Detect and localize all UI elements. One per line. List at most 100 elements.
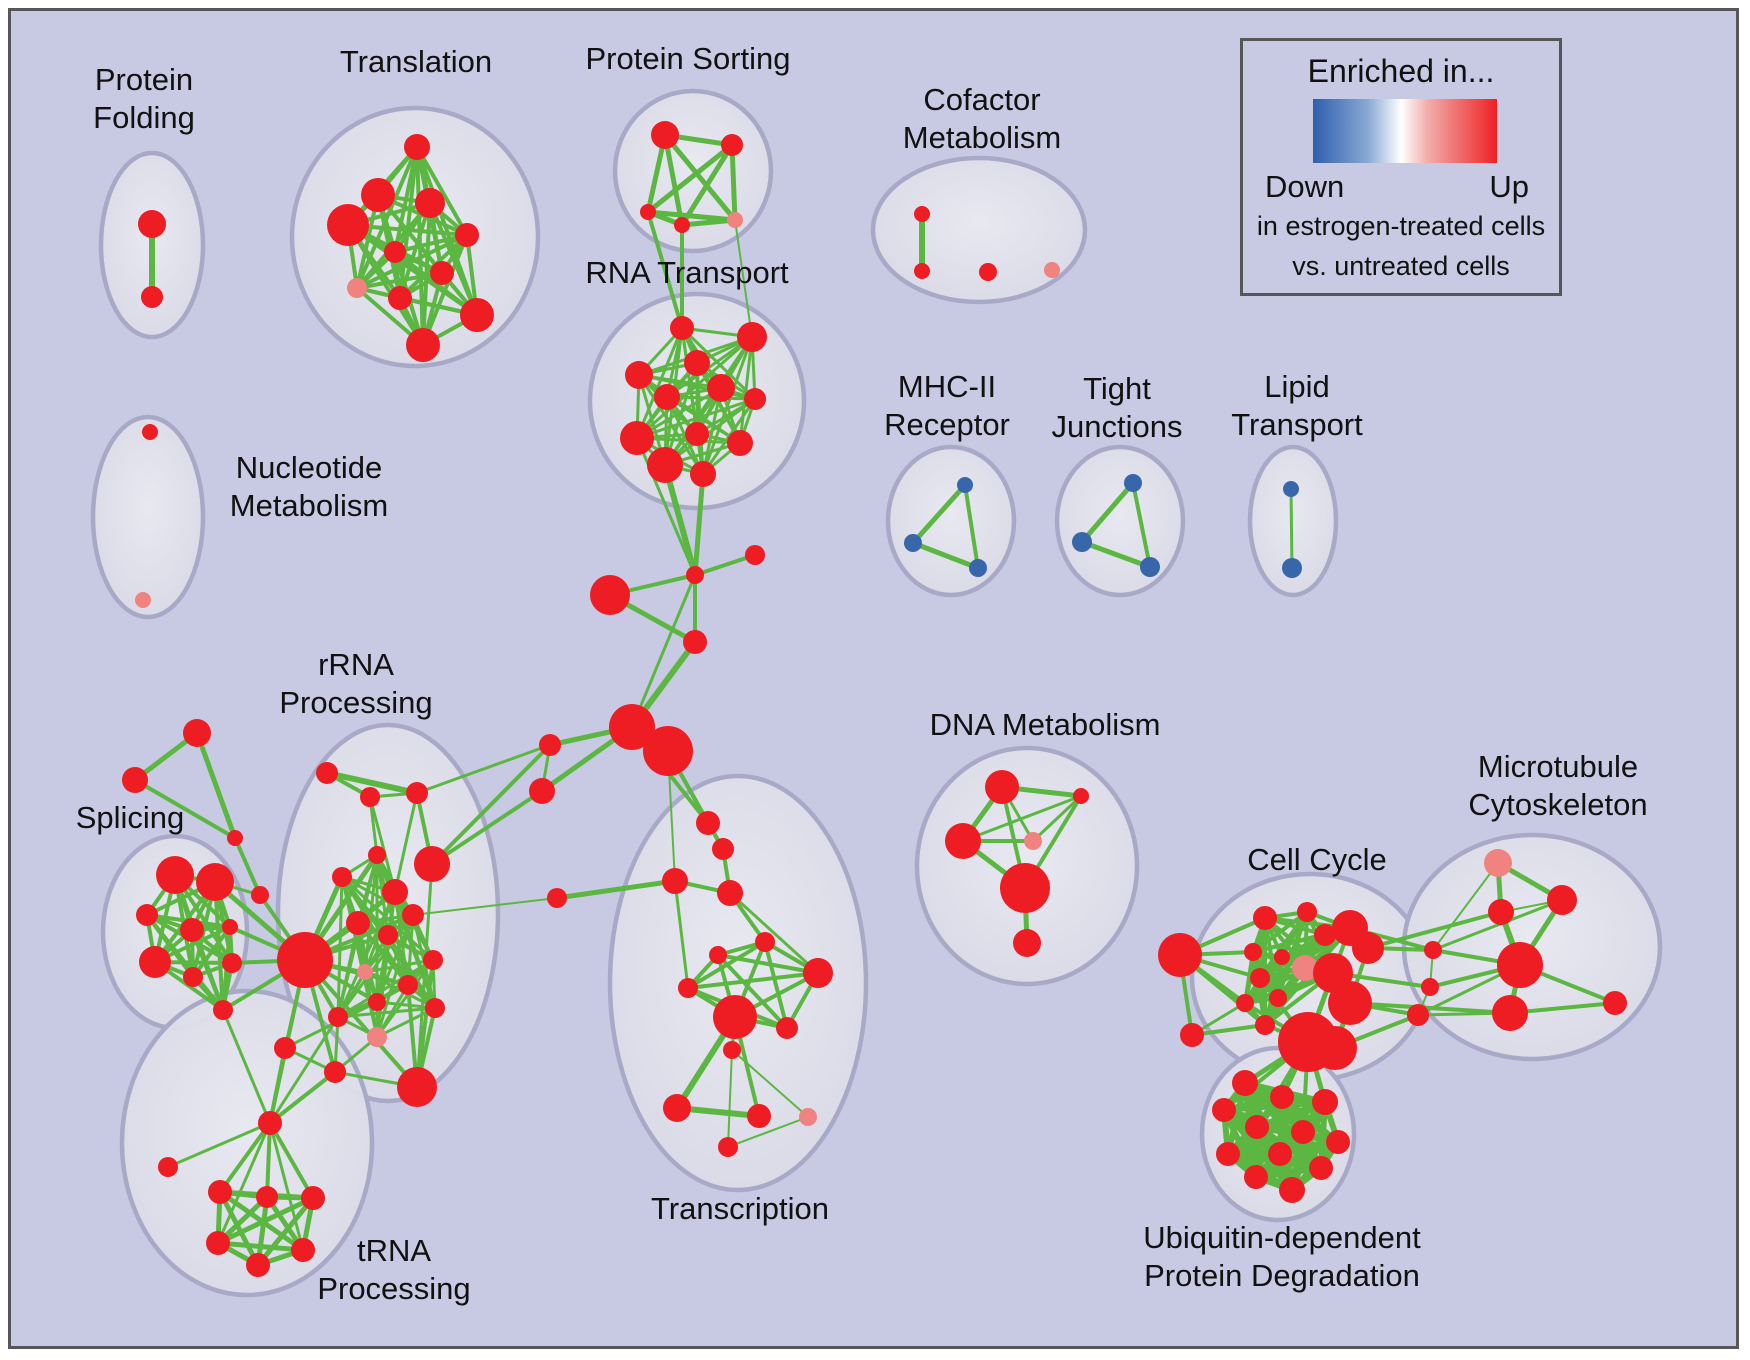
gene-set-node <box>1603 991 1627 1015</box>
gene-set-node <box>755 932 775 952</box>
gene-set-node <box>141 286 163 308</box>
edge <box>665 395 757 401</box>
gene-set-node <box>274 1037 296 1059</box>
edge <box>673 879 690 990</box>
cluster-label-protein-folding: Protein <box>95 62 193 97</box>
edge <box>692 471 706 578</box>
edge <box>645 142 735 215</box>
gene-set-node <box>663 1094 691 1122</box>
edge <box>637 373 757 401</box>
gene-set-node <box>1484 849 1512 877</box>
gene-set-node <box>969 559 987 577</box>
gene-set-node <box>684 350 710 376</box>
gene-set-node <box>368 993 386 1011</box>
edge <box>255 1195 316 1268</box>
gene-set-node <box>747 1104 771 1128</box>
gene-set-node <box>332 867 352 887</box>
gene-set-node <box>1274 949 1290 965</box>
gene-set-node <box>1497 942 1543 988</box>
gene-set-node <box>1072 532 1092 552</box>
gene-set-node <box>1492 995 1528 1031</box>
gene-set-node <box>425 998 445 1018</box>
edge <box>680 326 757 401</box>
gene-set-node <box>382 879 408 905</box>
gene-set-node <box>539 734 561 756</box>
gene-set-node <box>709 946 727 964</box>
gene-set-node <box>914 263 930 279</box>
gene-set-node <box>713 995 757 1039</box>
edge <box>731 1049 809 1118</box>
gene-set-node <box>1140 557 1160 577</box>
edge <box>233 836 262 897</box>
gene-set-node <box>251 886 269 904</box>
edge <box>216 1121 272 1245</box>
gene-set-node <box>460 298 494 332</box>
gene-set-node <box>1245 1115 1269 1139</box>
gene-set-node <box>744 388 766 410</box>
cluster-label-ubiquitin-degradation: Protein Degradation <box>1144 1258 1420 1293</box>
cluster-label-microtubule-cytoskeleton: Microtubule <box>1478 749 1638 784</box>
edge <box>635 397 757 440</box>
edge <box>430 789 544 866</box>
edge <box>218 1121 272 1194</box>
edge <box>738 335 754 445</box>
edge <box>221 1008 272 1125</box>
cluster-label-lipid-transport: Lipid <box>1264 369 1330 404</box>
edge <box>763 940 789 1030</box>
gene-set-node <box>367 1027 387 1047</box>
gene-set-node <box>1547 885 1577 915</box>
gene-set-node <box>670 316 694 340</box>
gene-set-node <box>979 263 997 281</box>
edge <box>355 271 444 290</box>
edge <box>1079 480 1136 545</box>
edge <box>375 933 390 1039</box>
gene-set-node <box>213 1000 233 1020</box>
gene-set-node <box>1421 978 1439 996</box>
edge <box>217 1189 261 1268</box>
gene-set-node <box>647 447 683 483</box>
gene-set-node <box>455 223 479 247</box>
cluster-label-ubiquitin-degradation: Ubiquitin-dependent <box>1143 1220 1421 1255</box>
gene-set-node <box>402 904 424 926</box>
gene-set-node <box>136 904 158 926</box>
gene-set-node <box>1407 1004 1429 1026</box>
edge <box>910 482 968 546</box>
edge <box>961 794 1083 843</box>
gene-set-node <box>430 261 454 285</box>
gene-set-node <box>423 950 443 970</box>
gene-set-node <box>156 856 194 894</box>
cluster-label-trna-processing: tRNA <box>357 1233 431 1268</box>
gene-set-node <box>357 964 373 980</box>
edge <box>336 921 360 1019</box>
cluster-label-rna-transport: RNA Transport <box>585 255 789 290</box>
gene-set-node <box>690 461 716 487</box>
gene-set-node <box>1312 1089 1338 1115</box>
edge <box>734 219 753 338</box>
gene-set-node <box>1232 1070 1258 1096</box>
gene-set-node <box>727 430 753 456</box>
gene-set-node <box>957 477 973 493</box>
gene-set-node <box>1424 941 1442 959</box>
edge <box>166 1121 272 1169</box>
gene-set-node <box>683 630 707 654</box>
gene-set-node <box>799 1108 817 1126</box>
gene-set-node <box>404 134 430 160</box>
edge <box>268 1070 337 1125</box>
edge <box>1251 933 1327 954</box>
gene-set-node <box>590 575 630 615</box>
edge <box>662 132 685 228</box>
gene-set-node <box>301 1186 325 1210</box>
legend-subtitle-line2: vs. untreated cells <box>1292 251 1510 281</box>
gene-set-node <box>277 932 333 988</box>
gene-set-node <box>222 919 238 935</box>
gene-set-node <box>1297 902 1317 922</box>
edge <box>336 958 435 1019</box>
gene-set-node <box>1268 1142 1292 1166</box>
gene-set-node <box>361 178 395 212</box>
edge <box>375 1006 437 1039</box>
gene-set-node <box>696 811 720 835</box>
gene-set-node <box>985 770 1019 804</box>
edge <box>215 1195 316 1246</box>
edge <box>679 142 735 228</box>
